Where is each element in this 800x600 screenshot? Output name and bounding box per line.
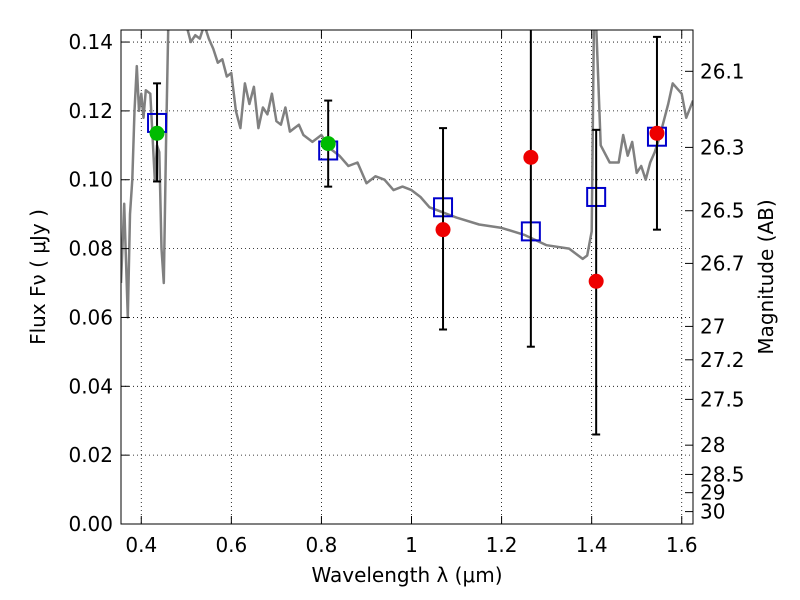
x-tick-label: 0.8 [306,533,338,557]
observed-point-red [588,273,604,289]
x-tick-label: 1.6 [666,533,698,557]
observed-point-green [320,136,336,152]
grid-lines [121,30,693,525]
y-tick-label: 0.12 [68,99,113,123]
axis-ticks: 0.4 0.6 0.8 1 1.2 1.4 1.6 0.00 0.02 0.04 0.06 0.08 0… [68,30,745,557]
x-tick-label: 0.4 [125,533,157,557]
y-tick-label: 0.06 [68,305,113,329]
observed-point-green [149,125,165,141]
x-tick-label: 0.6 [215,533,247,557]
right-tick-label: 27.2 [700,348,745,372]
right-tick-label: 26.1 [700,59,745,83]
y-tick-label: 0.02 [68,443,113,467]
right-tick-label: 26.7 [700,251,745,275]
right-tick-label: 27 [700,314,725,338]
right-tick-label: 29 [700,481,725,505]
plot-area [121,30,693,436]
right-tick-label: 27.5 [700,387,745,411]
observed-point-red [435,222,451,238]
right-tick-label: 30 [700,500,725,524]
right-tick-label: 26.3 [700,135,745,159]
y-tick-label: 0.14 [68,30,113,54]
right-tick-label: 28.5 [700,462,745,486]
observed-point-red [523,149,539,165]
right-tick-label: 26.5 [700,199,745,223]
right-tick-label: 28 [700,433,725,457]
y-tick-label: 0.04 [68,374,113,398]
x-tick-label: 1 [405,533,418,557]
y-tick-label: 0.10 [68,168,113,192]
observed-point-red [649,125,665,141]
y-tick-label: 0.00 [68,512,113,536]
x-tick-label: 1.2 [486,533,518,557]
y-tick-label: 0.08 [68,237,113,261]
x-tick-label: 1.4 [576,533,608,557]
y-axis-label: Flux Fν ( μJy ) [26,209,50,345]
template-sed-line [121,30,693,319]
plot-frame [120,29,694,525]
right-axis-label: Magnitude (AB) [754,199,778,354]
x-axis-label: Wavelength λ (μm) [311,563,502,587]
